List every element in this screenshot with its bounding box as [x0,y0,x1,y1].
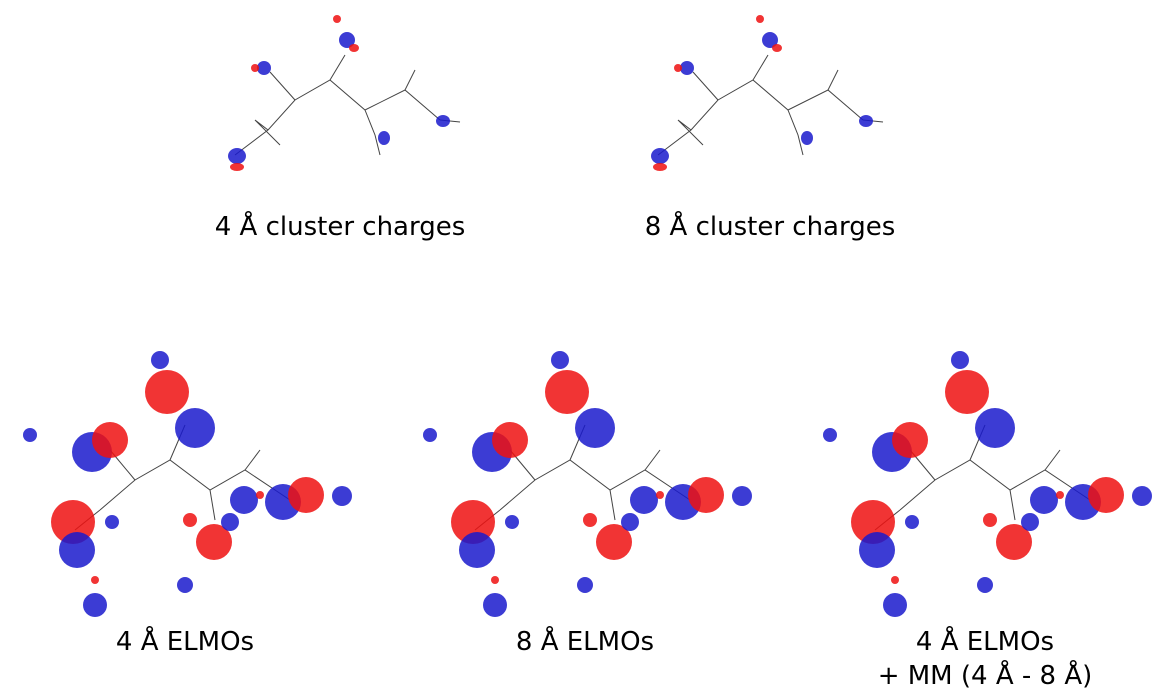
molecule [23,351,352,617]
molecule [228,15,460,171]
molecule [423,351,752,617]
panel-sublabel: + MM (4 Å - 8 Å) [878,659,1093,691]
panel-label: 4 Å ELMOs [116,625,254,657]
panel-label: 4 Å cluster charges [215,210,466,242]
panel-label: 8 Å ELMOs [516,625,654,657]
molecule [651,15,883,171]
molecule [823,351,1152,617]
figure: 4 Å cluster charges 8 Å cluster charges … [0,0,1156,691]
panel-label: 4 Å ELMOs [916,625,1054,657]
panel-label: 8 Å cluster charges [645,210,896,242]
